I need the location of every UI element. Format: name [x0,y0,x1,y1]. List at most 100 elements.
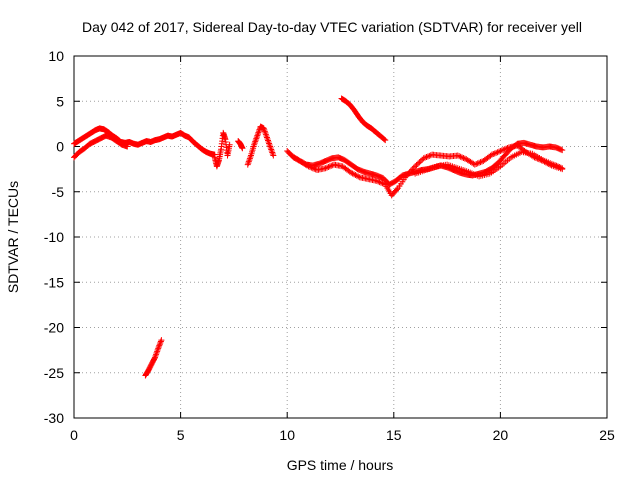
data-point [552,162,559,169]
data-point [326,163,333,170]
data-point [474,160,481,167]
data-markers [71,95,566,379]
data-point [306,164,313,171]
data-point [553,162,560,169]
data-point [323,164,330,171]
data-point [252,137,259,144]
data-point [245,160,252,167]
data-point [495,148,502,155]
data-point [270,152,277,159]
data-point [268,148,275,155]
data-point [269,149,276,156]
data-point [309,165,316,172]
y-tick-label: -30 [44,410,64,426]
x-tick-label: 20 [493,427,509,443]
data-point [393,186,400,193]
data-point [422,154,429,161]
data-point [268,146,275,153]
data-point [503,145,510,152]
data-point [412,163,419,170]
data-point [328,162,335,169]
data-point [559,147,566,154]
data-point [239,145,246,152]
data-point [247,154,254,161]
data-point [269,151,276,158]
data-point [500,146,507,153]
data-point [253,135,260,142]
data-point [420,155,427,162]
data-point [322,165,329,172]
data-point [265,137,272,144]
data-point [501,146,508,153]
data-point [379,180,386,187]
data-point [154,346,161,353]
data-point [559,165,566,172]
data-point [254,131,261,138]
data-point [454,152,461,159]
data-point [267,143,274,150]
x-tick-label: 10 [279,427,295,443]
data-point [267,145,274,152]
data-point [355,173,362,180]
data-point [497,148,504,155]
data-point [151,355,158,362]
data-point [245,158,252,165]
data-point [556,164,563,171]
data-point [490,151,497,158]
data-point [155,343,162,350]
y-tick-label: -25 [44,365,64,381]
data-point [246,157,253,164]
data-point [157,338,164,345]
axis-ticks [73,55,608,419]
data-point [244,161,251,168]
data-point [264,135,271,142]
data-point [456,153,463,160]
data-point [251,140,258,147]
data-point [381,136,388,143]
data-point [416,159,423,166]
data-point [417,157,424,164]
data-point [373,177,380,184]
x-axis-label: GPS time / hours [287,457,394,473]
data-point [153,351,160,358]
data-point [477,159,484,166]
data-point [305,163,312,170]
data-point [424,153,431,160]
y-tick-label: -5 [52,184,65,200]
data-point [263,134,270,141]
chart-title: Day 042 of 2017, Sidereal Day-to-day VTE… [82,19,582,35]
x-tick-label: 0 [70,427,78,443]
data-point [382,137,389,144]
data-point [325,164,332,171]
data-point [423,154,430,161]
y-tick-label: 10 [48,48,64,64]
data-point [158,337,165,344]
x-tick-label: 25 [599,427,615,443]
data-point [471,161,478,168]
y-axis-label: SDTVAR / TECUs [5,181,21,293]
data-point [154,348,161,355]
data-point [488,151,495,158]
y-tick-label: -20 [44,320,64,336]
data-point [254,132,261,139]
data-point [376,179,383,186]
data-point [413,162,420,169]
data-point [226,141,233,148]
x-tick-label: 5 [177,427,185,443]
data-point [311,165,318,172]
data-point [557,164,564,171]
data-point [476,159,483,166]
data-point [494,149,501,156]
data-point [493,149,500,156]
data-point [263,132,270,139]
data-point [253,134,260,141]
data-point [266,141,273,148]
y-tick-label: -10 [44,229,64,245]
data-point [459,154,466,161]
data-point [153,349,160,356]
data-point [252,138,259,145]
data-point [473,160,480,167]
data-point [262,131,269,138]
data-point [375,178,382,185]
